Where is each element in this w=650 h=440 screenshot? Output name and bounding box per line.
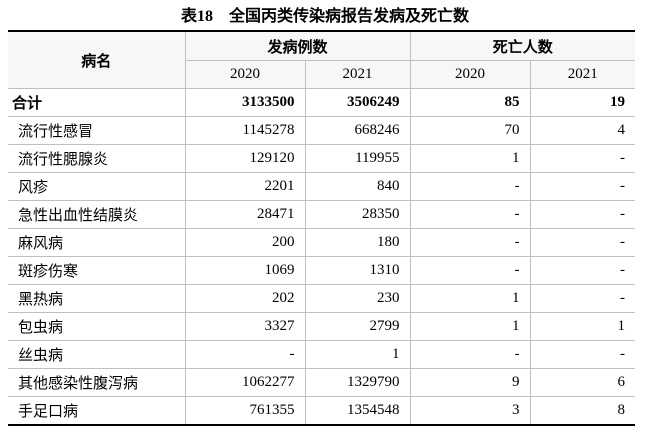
- count-cell: 1354548: [304, 396, 411, 426]
- count-cell: 9: [409, 368, 531, 397]
- count-cell: 1069: [184, 256, 305, 285]
- header-cell: 2021: [529, 60, 636, 89]
- count-cell: 8: [529, 396, 636, 426]
- table-row: 流行性感冒 1145278 668246 70 4: [8, 116, 636, 145]
- count-cell: -: [529, 144, 636, 173]
- count-cell: 3: [409, 396, 531, 426]
- count-cell: 28350: [304, 200, 411, 229]
- count-cell: 119955: [304, 144, 411, 173]
- count-cell: 202: [184, 284, 305, 313]
- count-cell: 6: [529, 368, 636, 397]
- count-cell: -: [409, 256, 531, 285]
- header-row: 病名 发病例数 死亡人数: [8, 30, 636, 89]
- table-row: 合计 3133500 3506249 85 19: [8, 88, 636, 117]
- header-cell: 死亡人数: [409, 30, 636, 61]
- header-cell: 发病例数: [184, 30, 411, 61]
- disease-name: 丝虫病: [8, 340, 185, 369]
- table-row: 黑热病 202 230 1-: [8, 284, 636, 313]
- count-cell: -: [409, 172, 531, 201]
- count-cell: 200: [184, 228, 305, 257]
- table-row: 风疹 2201 840- -: [8, 172, 636, 201]
- count-cell: 761355: [184, 396, 305, 426]
- count-cell: -: [529, 256, 636, 285]
- count-cell: 3506249: [304, 88, 411, 117]
- count-cell: 3133500: [184, 88, 305, 117]
- count-cell: 668246: [304, 116, 411, 145]
- data-table: 病名 发病例数 死亡人数 2020 2021 2020 2021 合计 31335…: [8, 30, 636, 426]
- disease-name: 风疹: [8, 172, 185, 201]
- count-cell: 840: [304, 172, 411, 201]
- count-cell: 180: [304, 228, 411, 257]
- count-cell: -: [529, 200, 636, 229]
- table-row: 手足口病 761355 1354548 3 8: [8, 396, 636, 426]
- count-cell: 1329790: [304, 368, 411, 397]
- header-cell: 病名: [8, 30, 185, 89]
- count-cell: 1: [304, 340, 411, 369]
- count-cell: 129120: [184, 144, 305, 173]
- table-body: 合计 3133500 3506249 85 19 流行性感冒 1145278 668246 70…: [8, 88, 636, 426]
- header-cell: 2020: [409, 60, 531, 89]
- count-cell: 1145278: [184, 116, 305, 145]
- disease-name: 流行性腮腺炎: [8, 144, 185, 173]
- count-cell: 2799: [304, 312, 411, 341]
- count-cell: 2201: [184, 172, 305, 201]
- count-cell: 85: [409, 88, 531, 117]
- count-cell: 1: [409, 312, 531, 341]
- count-cell: 1: [529, 312, 636, 341]
- count-cell: -: [184, 340, 305, 369]
- disease-name: 合计: [8, 88, 185, 117]
- disease-name: 急性出血性结膜炎: [8, 200, 185, 229]
- header-cell: 2020: [184, 60, 305, 89]
- count-cell: 19: [529, 88, 636, 117]
- count-cell: -: [529, 228, 636, 257]
- count-cell: -: [529, 340, 636, 369]
- count-cell: 28471: [184, 200, 305, 229]
- disease-name: 手足口病: [8, 396, 185, 426]
- table-title: 表18 全国丙类传染病报告发病及死亡数: [180, 8, 469, 25]
- count-cell: 1310: [304, 256, 411, 285]
- table-row: 丝虫病 -1- -: [8, 340, 636, 369]
- table-row: 麻风病 200 180- -: [8, 228, 636, 257]
- table-row: 斑疹伤寒 1069 1310- -: [8, 256, 636, 285]
- count-cell: 230: [304, 284, 411, 313]
- disease-name: 流行性感冒: [8, 116, 185, 145]
- table-row: 流行性腮腺炎 129120 119955 1-: [8, 144, 636, 173]
- count-cell: -: [409, 340, 531, 369]
- disease-name: 黑热病: [8, 284, 185, 313]
- count-cell: 4: [529, 116, 636, 145]
- count-cell: -: [529, 284, 636, 313]
- header-row: 2020 2021 2020 2021: [8, 60, 636, 89]
- disease-name: 斑疹伤寒: [8, 256, 185, 285]
- count-cell: 70: [409, 116, 531, 145]
- disease-name: 麻风病: [8, 228, 185, 257]
- header-cell: 2021: [304, 60, 411, 89]
- count-cell: 1062277: [184, 368, 305, 397]
- count-cell: 1: [409, 144, 531, 173]
- count-cell: -: [409, 200, 531, 229]
- table-row: 急性出血性结膜炎 28471 28350- -: [8, 200, 636, 229]
- table-row: 其他感染性腹泻病 1062277 1329790 9 6: [8, 368, 636, 397]
- count-cell: 1: [409, 284, 531, 313]
- count-cell: 3327: [184, 312, 305, 341]
- table-row: 包虫病 3327 2799 1 1: [8, 312, 636, 341]
- count-cell: -: [409, 228, 531, 257]
- disease-name: 包虫病: [8, 312, 185, 341]
- count-cell: -: [529, 172, 636, 201]
- disease-name: 其他感染性腹泻病: [8, 368, 185, 397]
